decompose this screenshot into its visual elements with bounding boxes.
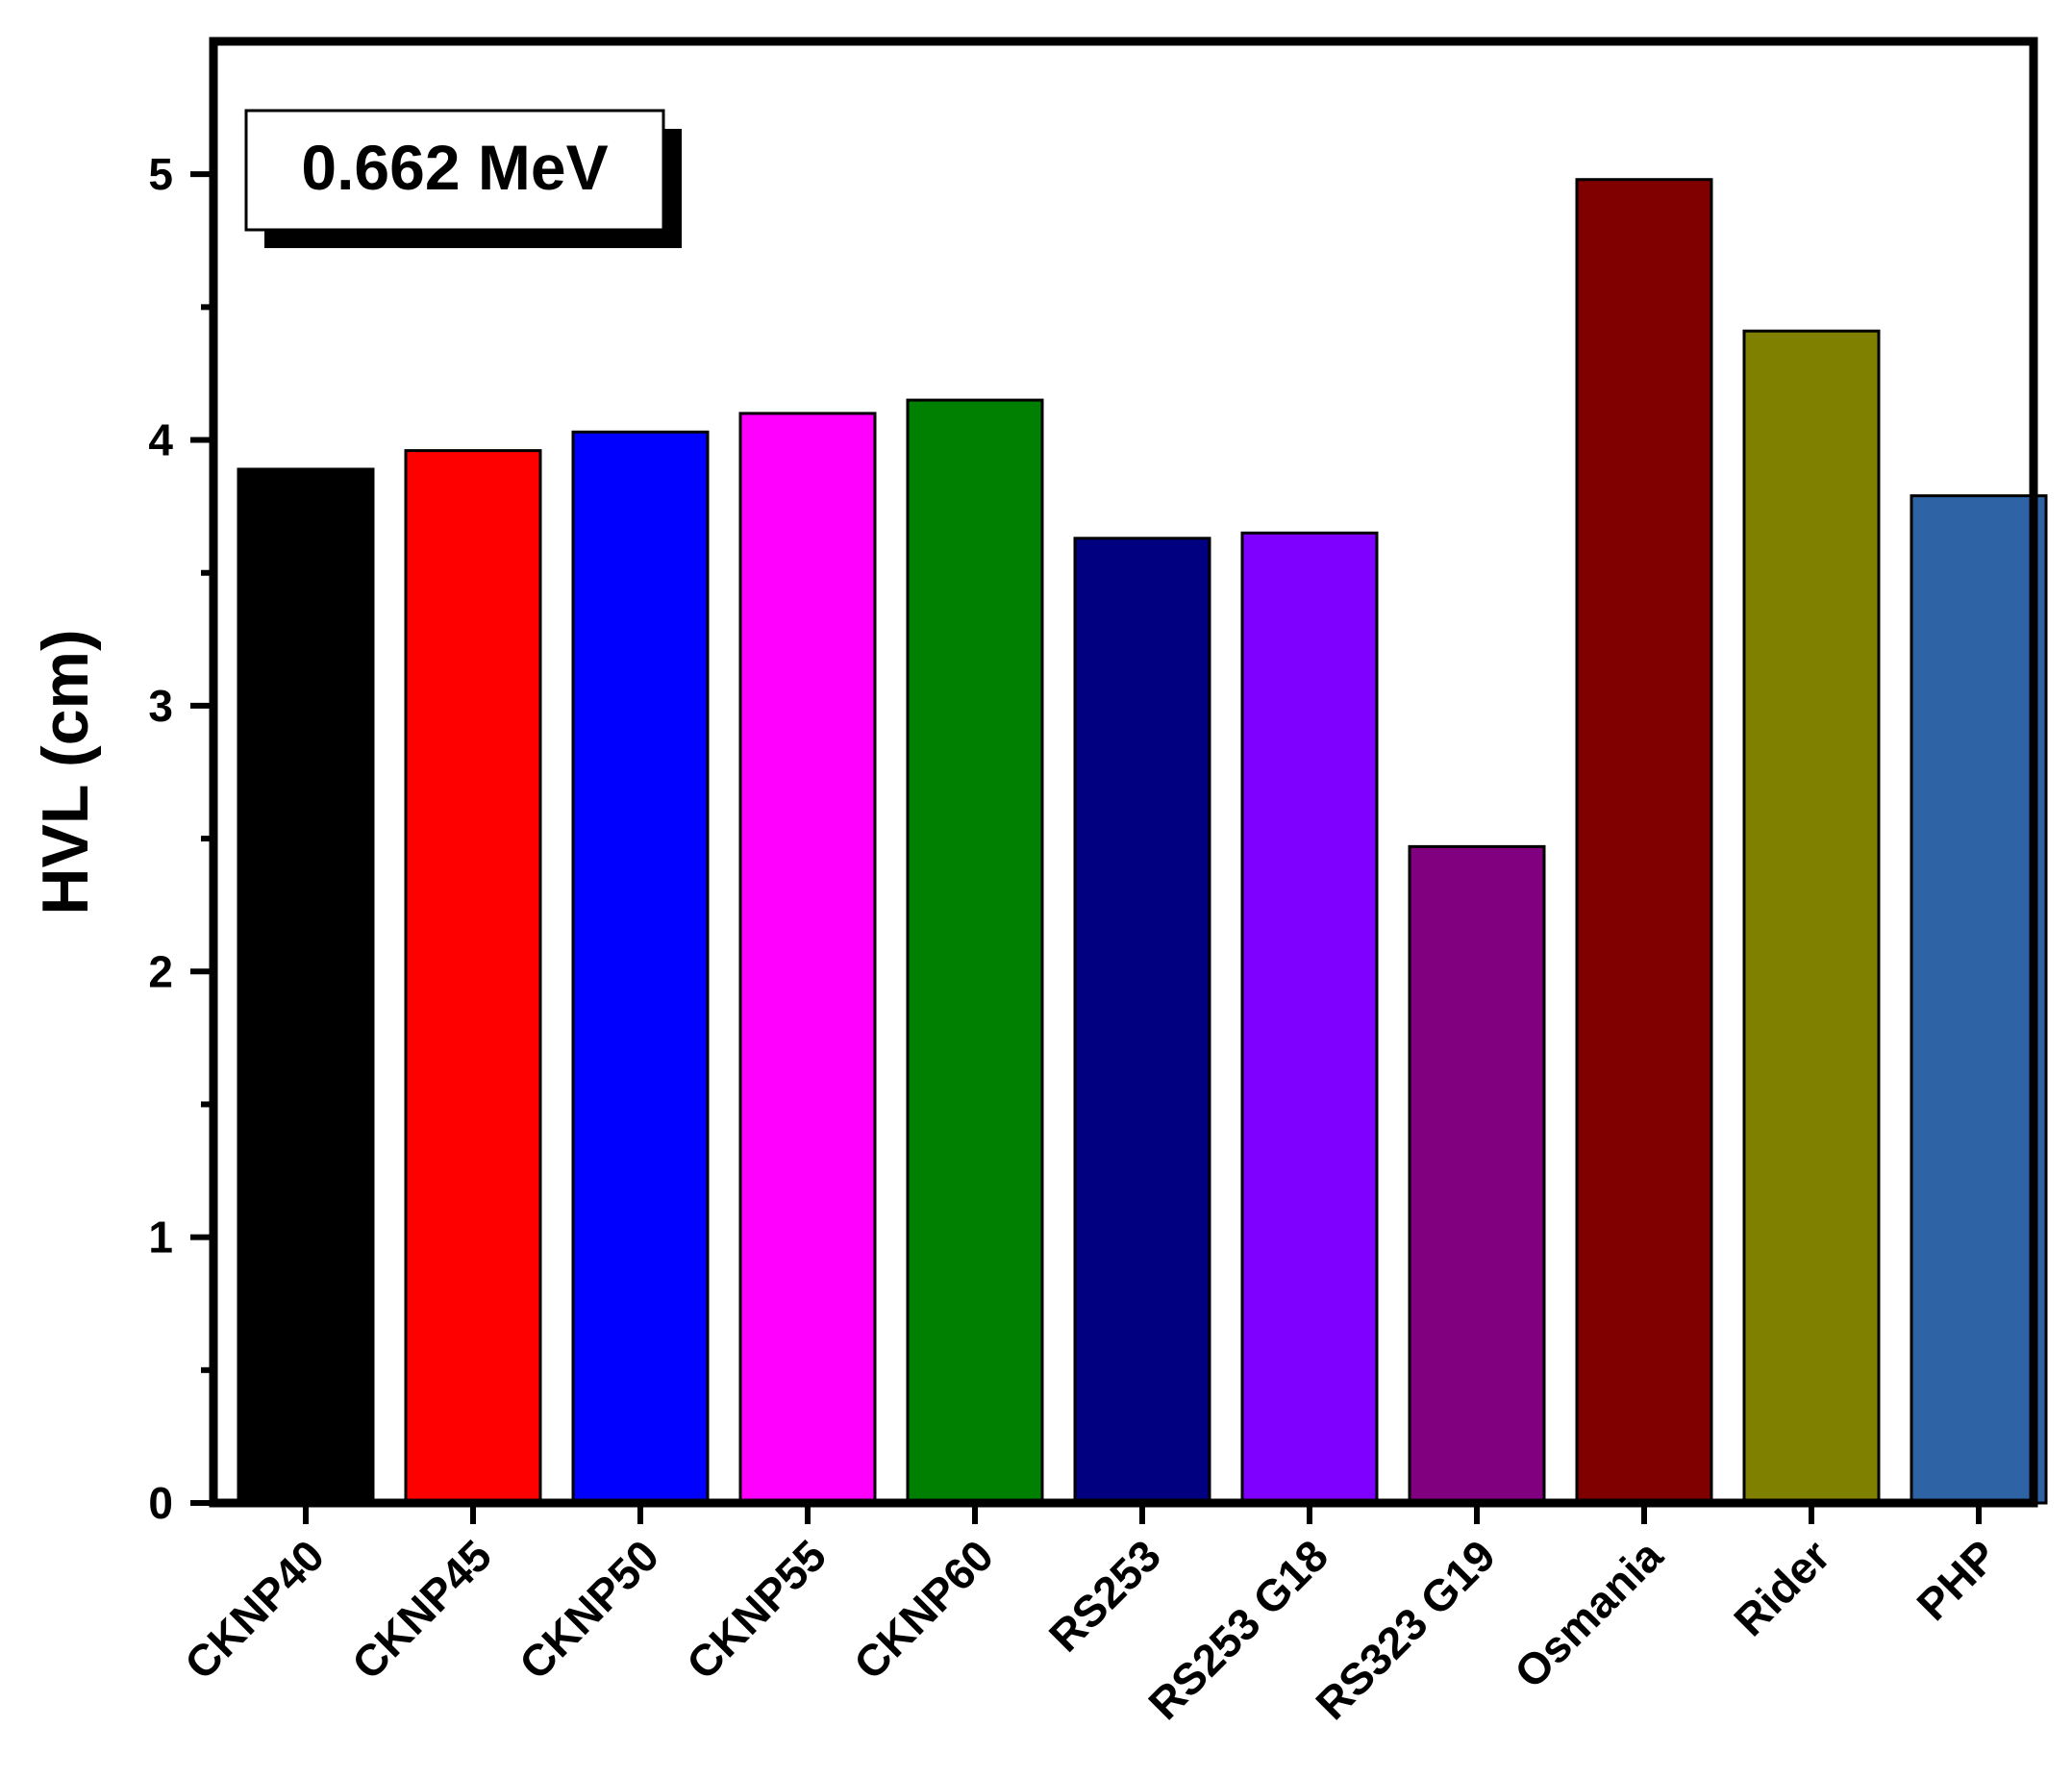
y-tick-label: 0 bbox=[148, 1478, 173, 1528]
y-tick-label: 4 bbox=[148, 415, 173, 465]
x-axis-ticks bbox=[303, 1503, 1982, 1524]
y-tick-label: 5 bbox=[148, 149, 173, 199]
bar-cknp55 bbox=[738, 412, 877, 1505]
x-tick-label: RS323 G19 bbox=[1306, 1530, 1505, 1729]
x-tick-label: CKNP45 bbox=[342, 1530, 501, 1689]
x-tick-label: PHP bbox=[1907, 1530, 2007, 1630]
annotation-text: 0.662 MeV bbox=[301, 132, 608, 203]
bar-cknp45 bbox=[404, 449, 542, 1505]
bar-cknp60 bbox=[906, 398, 1044, 1505]
x-axis-labels: CKNP40 CKNP45 CKNP50 CKNP55 CKNP60 RS253RS253… bbox=[175, 1530, 2007, 1729]
y-axis-ticks: 0 1 2 3 4 5 bbox=[148, 149, 213, 1528]
x-tick-label: RS253 bbox=[1039, 1530, 1170, 1661]
bar-cknp40 bbox=[237, 467, 375, 1505]
x-tick-label: CKNP60 bbox=[844, 1530, 1003, 1689]
x-tick-label: CKNP50 bbox=[510, 1530, 668, 1689]
x-tick-label: CKNP40 bbox=[175, 1530, 334, 1689]
bar-rs253 bbox=[1073, 537, 1211, 1505]
y-tick-label: 3 bbox=[148, 681, 173, 731]
bar-rider bbox=[1742, 329, 1881, 1505]
y-axis-label: HVL (cm) bbox=[29, 629, 102, 914]
y-tick-label: 2 bbox=[148, 946, 173, 996]
bar-cknp50 bbox=[571, 430, 710, 1505]
bar-rs253-g18 bbox=[1240, 531, 1379, 1505]
x-tick-label: CKNP55 bbox=[677, 1530, 836, 1689]
annotation-box: 0.662 MeV bbox=[244, 109, 682, 248]
bar-php bbox=[1910, 494, 2048, 1505]
bar-osmania bbox=[1575, 178, 1713, 1505]
y-tick-label: 1 bbox=[148, 1213, 173, 1263]
x-tick-label: RS253 G18 bbox=[1138, 1530, 1337, 1729]
plot-frame bbox=[209, 37, 2038, 1508]
x-tick-label: Rider bbox=[1724, 1530, 1839, 1645]
bars-group bbox=[237, 178, 2048, 1505]
bar-rs323-g19 bbox=[1408, 844, 1546, 1505]
x-tick-label: Osmania bbox=[1505, 1530, 1672, 1697]
